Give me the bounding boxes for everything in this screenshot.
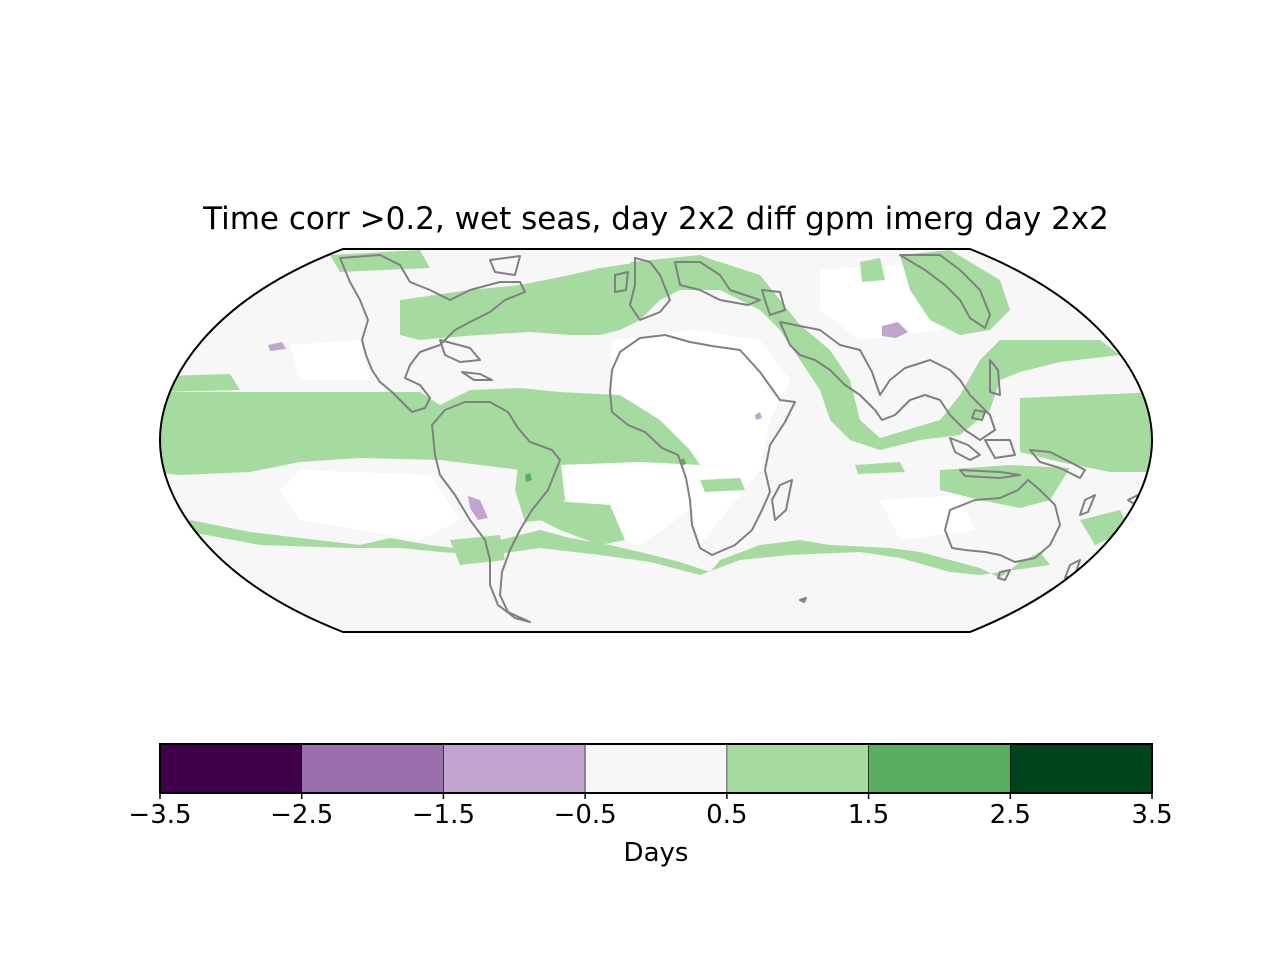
negative-regions bbox=[268, 322, 908, 520]
colorbar-tick-label: 1.5 bbox=[847, 800, 890, 830]
colorbar-tick-label: −3.5 bbox=[128, 800, 192, 830]
colorbar-tick-label: 2.5 bbox=[989, 800, 1031, 830]
colorbar-segment bbox=[726, 743, 869, 794]
colorbar-tick-label: −0.5 bbox=[553, 800, 617, 830]
colorbar-outline bbox=[159, 743, 1153, 794]
colorbar-tick-label: 3.5 bbox=[1131, 800, 1173, 830]
colorbar-tick-label: −1.5 bbox=[411, 800, 475, 830]
colorbar-segment bbox=[159, 743, 303, 794]
colorbar-segment bbox=[443, 743, 586, 794]
map-boundary bbox=[158, 248, 1154, 633]
colorbar-tick-label: 0.5 bbox=[706, 800, 748, 830]
coastlines bbox=[339, 254, 1141, 623]
colorbar-segment bbox=[1009, 743, 1153, 794]
colorbar-segment bbox=[868, 743, 1011, 794]
positive-regions bbox=[160, 250, 1152, 578]
near-zero-regions bbox=[220, 265, 975, 545]
colorbar-segment bbox=[584, 743, 728, 794]
colorbar-tick-label: −2.5 bbox=[270, 800, 334, 830]
map-title: Time corr >0.2, wet seas, day 2x2 diff g… bbox=[203, 201, 1109, 237]
colorbar-label: Days bbox=[623, 838, 689, 868]
colorbar-segment bbox=[301, 743, 444, 794]
